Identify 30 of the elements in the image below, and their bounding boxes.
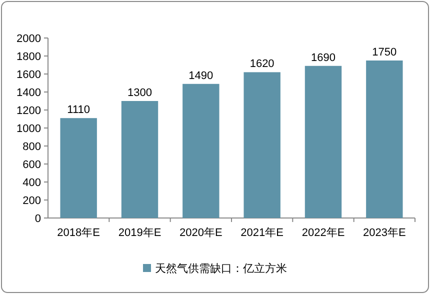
data-label: 1690	[311, 52, 336, 64]
x-tick-label: 2020年E	[180, 227, 222, 239]
x-tick-label: 2023年E	[363, 227, 406, 239]
y-tick-label: 1200	[16, 105, 41, 117]
data-label: 1750	[372, 46, 397, 58]
y-tick-label: 2000	[16, 33, 41, 45]
bar	[182, 84, 220, 218]
y-tick-label: 0	[34, 213, 41, 225]
x-tick-label: 2021年E	[240, 227, 284, 239]
y-tick-label: 1000	[16, 123, 41, 135]
data-label: 1620	[250, 58, 274, 70]
x-tick-label: 2022年E	[302, 227, 345, 239]
bar	[121, 101, 158, 218]
data-label: 1300	[128, 87, 152, 99]
bar	[244, 72, 280, 218]
legend-label: 天然气供需缺口：亿立方米	[155, 262, 287, 275]
y-tick-label: 1400	[16, 87, 41, 99]
y-tick-label: 400	[22, 177, 41, 189]
y-tick-label: 1800	[16, 51, 41, 63]
y-tick-label: 800	[22, 141, 41, 153]
bar	[60, 118, 97, 218]
y-tick-label: 1600	[16, 69, 41, 81]
y-tick-label: 600	[22, 159, 41, 171]
x-tick-label: 2018年E	[57, 227, 100, 239]
y-tick-label: 200	[22, 195, 41, 207]
data-label: 1490	[188, 70, 214, 82]
bar	[366, 60, 403, 218]
data-label: 1110	[67, 104, 90, 116]
x-tick-label: 2019年E	[118, 227, 162, 239]
bar	[304, 66, 342, 218]
